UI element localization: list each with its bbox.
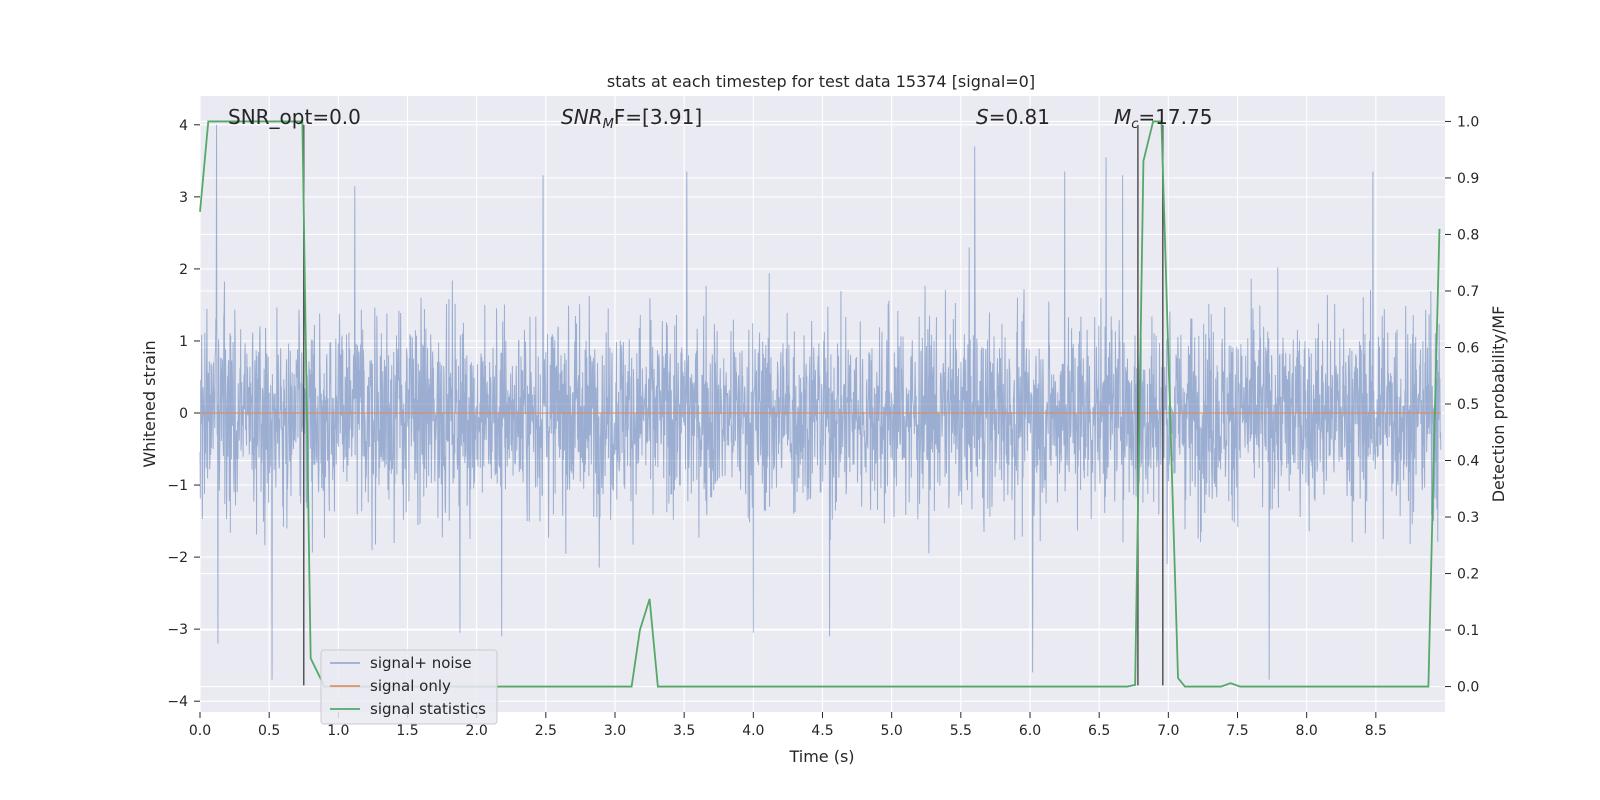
x-tick-label: 4.0 [742,723,764,739]
mc-value: =17.75 [1138,105,1212,129]
y2-tick-label: 0.5 [1457,397,1479,413]
y2-tick-label: 0.7 [1457,284,1479,300]
y2-tick-label: 0.6 [1457,340,1479,356]
annotation-snr-opt: SNR_opt=0.0 [228,105,361,129]
x-tick-label: 4.5 [811,723,833,739]
y-tick-label: 1 [179,334,188,350]
legend-label-noise: signal+ noise [370,654,472,672]
x-tick-label: 7.0 [1157,723,1179,739]
chart-title: stats at each timestep for test data 153… [607,72,1035,91]
legend-box [320,649,498,725]
y2-tick-label: 0.3 [1457,510,1479,526]
legend: signal+ noise signal only signal statist… [320,649,498,725]
x-tick-label: 6.5 [1088,723,1110,739]
x-tick-label: 1.0 [327,723,349,739]
y2-axis-ticks: 1.0 0.9 0.8 0.7 0.6 0.5 0.4 0.3 0.2 0.1 0.0 [1445,114,1479,696]
y2-axis-label: Detection probability/MF [1489,306,1508,503]
x-tick-label: 6.0 [1019,723,1041,739]
x-tick-label: 5.0 [881,723,903,739]
signal-noise-line [199,124,1442,680]
x-tick-label: 3.0 [604,723,626,739]
x-tick-label: 7.5 [1226,723,1248,739]
y-tick-label: 2 [179,262,188,278]
snr-mf-value: F=[3.91] [614,105,702,129]
y2-tick-label: 1.0 [1457,114,1479,130]
y-tick-label: −2 [167,550,188,566]
mc-label: M [1114,105,1131,129]
s-label: S [976,105,989,129]
legend-label-stats: signal statistics [370,700,486,718]
x-axis-label: Time (s) [788,747,854,766]
y2-tick-label: 0.9 [1457,171,1479,187]
x-tick-label: 3.5 [673,723,695,739]
y-tick-label: −4 [167,694,188,710]
y2-tick-label: 0.8 [1457,227,1479,243]
x-tick-label: 2.0 [466,723,488,739]
y-tick-label: 3 [179,190,188,206]
snr-mf-label: SNR [561,105,603,129]
y-axis-label: Whitened strain [140,340,159,467]
x-tick-label: 5.5 [950,723,972,739]
y-axis-ticks: 4 3 2 1 0 −1 −2 −3 −4 [167,118,200,710]
annotation-s: S=0.81 [976,105,1050,129]
y-tick-label: −1 [167,478,188,494]
annotation-mc: Mc=17.75 [1114,105,1212,132]
y-tick-label: 0 [179,406,188,422]
signal-statistics-series [199,120,1441,688]
y2-tick-label: 0.1 [1457,623,1479,639]
x-tick-label: 8.5 [1365,723,1387,739]
x-tick-label: 8.0 [1296,723,1318,739]
x-tick-label: 0.0 [189,723,211,739]
y-tick-label: −3 [167,622,188,638]
s-value: =0.81 [989,105,1050,129]
y2-tick-label: 0.0 [1457,680,1479,696]
y2-tick-label: 0.4 [1457,454,1479,470]
x-tick-label: 2.5 [535,723,557,739]
signal-statistics-line [199,120,1441,688]
x-tick-label: 1.5 [396,723,418,739]
y2-tick-label: 0.2 [1457,567,1479,583]
annotation-snr-mf: SNRMF=[3.91] [561,105,702,132]
snr-mf-subscript: M [603,117,614,132]
x-tick-label: 0.5 [258,723,280,739]
legend-label-signal: signal only [370,677,451,695]
signal-noise-series [199,124,1442,680]
mc-subscript: c [1131,117,1138,132]
x-axis-ticks: 0.0 0.5 1.0 1.5 2.0 2.5 3.0 3.5 4.0 4.5 5.0 5.5 6.0 6… [189,712,1387,739]
y-tick-label: 4 [179,118,188,134]
